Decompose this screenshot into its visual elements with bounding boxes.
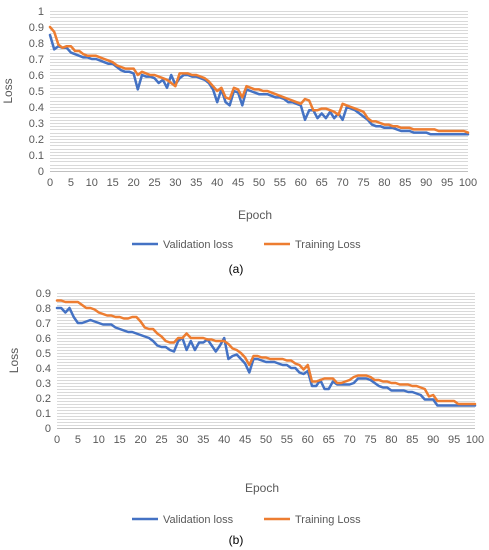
series-line-training — [55, 299, 477, 406]
x-tick-label: 55 — [274, 177, 286, 189]
legend: Validation loss Training Loss — [132, 239, 361, 251]
x-tick-label: 90 — [420, 177, 432, 189]
y-tick-label: 0.3 — [36, 378, 51, 390]
y-tick-label: 0.4 — [29, 102, 44, 114]
x-tick-label: 85 — [406, 434, 418, 446]
y-axis-title: Loss — [1, 78, 15, 103]
x-tick-label: 70 — [343, 434, 355, 446]
x-tick-label: 90 — [427, 434, 439, 446]
x-tick-label: 40 — [218, 434, 230, 446]
x-tick-label: 0 — [47, 177, 53, 189]
y-tick-label: 0.3 — [29, 118, 44, 130]
legend: Validation loss Training Loss — [132, 514, 361, 526]
y-tick-label: 0.2 — [36, 393, 51, 405]
y-tick-label: 0.1 — [29, 150, 44, 162]
caption-a: (a) — [229, 262, 244, 276]
x-tick-label: 5 — [68, 177, 74, 189]
x-tick-label: 80 — [385, 434, 397, 446]
y-axis-title: Loss — [7, 348, 21, 373]
x-tick-label: 70 — [336, 177, 348, 189]
series-line-validation — [55, 306, 477, 407]
y-tick-label: 0 — [45, 423, 51, 435]
x-tick-label: 85 — [399, 177, 411, 189]
x-tick-label: 5 — [75, 434, 81, 446]
x-tick-label: 75 — [357, 177, 369, 189]
x-tick-label: 25 — [155, 434, 167, 446]
grid-lines — [57, 293, 475, 426]
x-tick-label: 45 — [239, 434, 251, 446]
legend-label: Training Loss — [295, 514, 361, 526]
x-tick-label: 80 — [378, 177, 390, 189]
x-axis-title: Epoch — [245, 481, 279, 495]
y-tick-label: 0.8 — [29, 38, 44, 50]
x-tick-label: 95 — [441, 177, 453, 189]
x-tick-label: 100 — [459, 177, 477, 189]
caption-b: (b) — [229, 533, 244, 547]
x-tick-label: 40 — [211, 177, 223, 189]
y-tick-label: 0.6 — [36, 333, 51, 345]
x-tick-label: 20 — [134, 434, 146, 446]
y-tick-label: 0.7 — [29, 54, 44, 66]
series-line-training — [48, 25, 470, 134]
y-tick-label: 0.9 — [36, 288, 51, 300]
x-tick-label: 65 — [316, 177, 328, 189]
x-tick-label: 60 — [302, 434, 314, 446]
x-tick-label: 10 — [93, 434, 105, 446]
x-tick-label: 35 — [197, 434, 209, 446]
x-tick-label: 95 — [448, 434, 460, 446]
y-tick-label: 1 — [38, 6, 44, 18]
y-tick-label: 0.1 — [36, 408, 51, 420]
y-tick-label: 0.7 — [36, 318, 51, 330]
x-tick-label: 50 — [253, 177, 265, 189]
legend-label: Validation loss — [163, 239, 234, 251]
x-tick-label: 50 — [260, 434, 272, 446]
chart-b: 0 0.1 0.2 0.3 0.4 0.5 0.6 0.7 0.8 0.9 0 5 10 15 20 25 30… — [7, 288, 484, 526]
y-tick-label: 0.5 — [29, 86, 44, 98]
x-tick-label: 30 — [176, 434, 188, 446]
x-tick-label: 100 — [466, 434, 484, 446]
chart-a: 00.10.20.30.40.50.60.70.80.910 5 10 15 20 25 3… — [1, 6, 477, 251]
series-line-validation — [48, 33, 470, 136]
x-tick-label: 30 — [169, 177, 181, 189]
x-tick-label: 35 — [190, 177, 202, 189]
y-tick-label: 0.8 — [36, 303, 51, 315]
x-tick-label: 45 — [232, 177, 244, 189]
y-tick-label: 0.6 — [29, 70, 44, 82]
x-tick-label: 0 — [54, 434, 60, 446]
x-tick-label: 65 — [323, 434, 335, 446]
legend-label: Training Loss — [295, 239, 361, 251]
y-tick-label: 0.5 — [36, 348, 51, 360]
x-axis-title: Epoch — [238, 208, 272, 222]
y-tick-label: 0 — [38, 166, 44, 178]
x-tick-label: 75 — [364, 434, 376, 446]
y-tick-label: 0.2 — [29, 134, 44, 146]
x-tick-label: 60 — [295, 177, 307, 189]
x-tick-label: 15 — [114, 434, 126, 446]
legend-label: Validation loss — [163, 514, 234, 526]
x-tick-label: 55 — [281, 434, 293, 446]
x-tick-label: 15 — [107, 177, 119, 189]
x-tick-label: 20 — [127, 177, 139, 189]
x-tick-label: 10 — [86, 177, 98, 189]
x-tick-label: 25 — [148, 177, 160, 189]
y-tick-label: 0.4 — [36, 363, 51, 375]
y-tick-label: 0.9 — [29, 22, 44, 34]
